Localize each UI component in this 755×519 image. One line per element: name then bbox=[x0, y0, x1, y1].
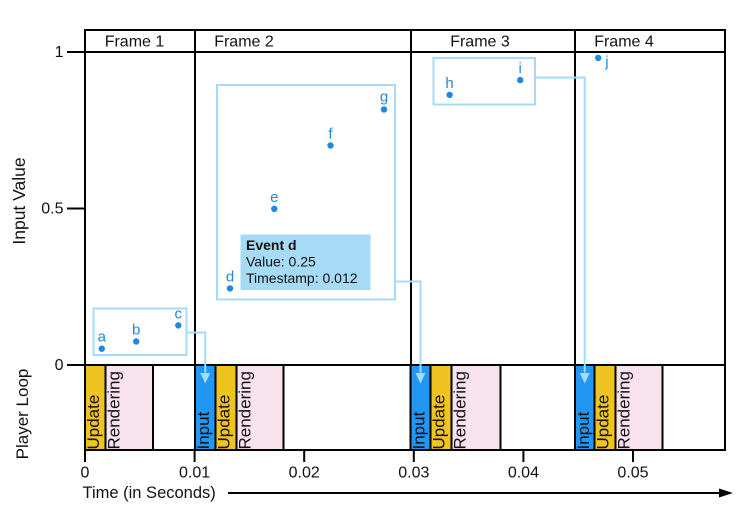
svg-text:Input Value: Input Value bbox=[9, 157, 29, 244]
svg-text:Frame 2: Frame 2 bbox=[214, 34, 274, 51]
svg-text:Timestamp: 0.012: Timestamp: 0.012 bbox=[246, 270, 358, 286]
svg-text:0.01: 0.01 bbox=[179, 465, 210, 482]
svg-text:1: 1 bbox=[55, 44, 64, 61]
svg-text:c: c bbox=[175, 305, 183, 322]
svg-text:Frame 3: Frame 3 bbox=[450, 34, 510, 51]
svg-text:0: 0 bbox=[81, 465, 90, 482]
svg-text:Update: Update bbox=[430, 395, 449, 450]
svg-text:Event d: Event d bbox=[246, 237, 297, 253]
svg-text:Rendering: Rendering bbox=[615, 371, 634, 449]
svg-text:0.02: 0.02 bbox=[289, 465, 320, 482]
svg-text:0: 0 bbox=[55, 357, 64, 374]
svg-text:Frame 1: Frame 1 bbox=[105, 34, 165, 51]
svg-text:Value: 0.25: Value: 0.25 bbox=[246, 254, 316, 270]
svg-text:Input: Input bbox=[410, 411, 429, 449]
svg-text:Input: Input bbox=[194, 411, 213, 449]
svg-text:Rendering: Rendering bbox=[451, 371, 470, 449]
svg-text:i: i bbox=[519, 60, 522, 77]
svg-text:Time (in Seconds): Time (in Seconds) bbox=[83, 484, 216, 502]
svg-text:Rendering: Rendering bbox=[105, 371, 124, 449]
svg-text:j: j bbox=[604, 54, 608, 71]
svg-text:Input: Input bbox=[574, 411, 593, 449]
svg-text:d: d bbox=[226, 268, 234, 285]
svg-text:b: b bbox=[132, 322, 140, 339]
svg-text:Update: Update bbox=[84, 395, 103, 450]
svg-text:g: g bbox=[380, 89, 388, 106]
svg-text:h: h bbox=[445, 75, 453, 92]
svg-text:Update: Update bbox=[215, 395, 234, 450]
svg-text:0.05: 0.05 bbox=[617, 465, 648, 482]
svg-text:Rendering: Rendering bbox=[236, 371, 255, 449]
svg-text:0.5: 0.5 bbox=[41, 201, 63, 218]
svg-text:Player Loop: Player Loop bbox=[13, 369, 32, 460]
svg-text:a: a bbox=[98, 329, 107, 346]
svg-text:f: f bbox=[328, 126, 333, 143]
svg-text:e: e bbox=[270, 189, 278, 206]
svg-text:0.03: 0.03 bbox=[398, 465, 429, 482]
svg-text:Frame 4: Frame 4 bbox=[594, 34, 654, 51]
svg-text:0.04: 0.04 bbox=[508, 465, 539, 482]
svg-text:Update: Update bbox=[594, 395, 613, 450]
